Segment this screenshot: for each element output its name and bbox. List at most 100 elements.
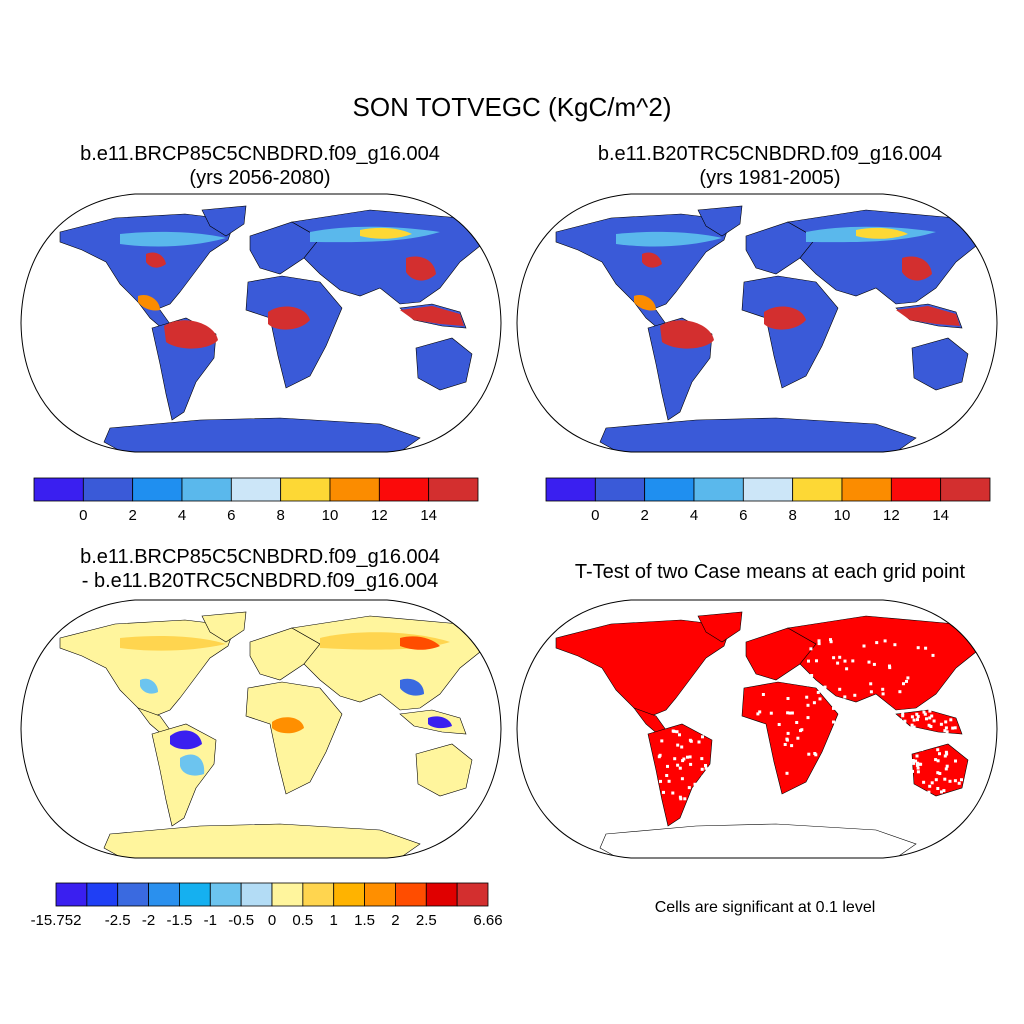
nonsignificant-cell — [823, 784, 827, 788]
nonsignificant-cell — [810, 674, 814, 677]
colorbar-swatch — [240, 882, 273, 907]
nonsignificant-cell — [809, 647, 813, 651]
field-region — [764, 306, 806, 330]
nonsignificant-cell — [790, 711, 794, 715]
nonsignificant-cell — [689, 762, 693, 766]
nonsignificant-cell — [949, 736, 953, 740]
nonsignificant-cell — [806, 716, 810, 720]
landmass-australia — [415, 337, 473, 391]
nonsignificant-cell — [916, 737, 920, 741]
colorbar-tick-label: 2 — [640, 507, 648, 524]
nonsignificant-cell — [954, 759, 957, 763]
colorbar-swatch — [395, 882, 427, 907]
colorbar-tick-label: -1.5 — [167, 912, 193, 929]
nonsignificant-cell — [807, 683, 811, 687]
nonsignificant-cell — [761, 693, 765, 696]
field-region — [634, 294, 656, 311]
colorbar-swatch — [33, 477, 84, 502]
nonsignificant-cell — [943, 754, 947, 758]
colorbar-swatch — [364, 882, 396, 907]
nonsignificant-cell — [678, 766, 682, 770]
panel-2-title-line2: (yrs 1981-2005) — [699, 167, 841, 189]
nonsignificant-cell — [930, 781, 934, 785]
nonsignificant-cell — [883, 639, 887, 643]
colorbar-swatch — [55, 882, 88, 907]
nonsignificant-cell — [795, 721, 799, 724]
nonsignificant-cell — [786, 697, 790, 700]
nonsignificant-cell — [700, 757, 704, 761]
landmass-antarctica — [103, 417, 421, 452]
nonsignificant-cell — [786, 711, 790, 715]
field-region — [642, 252, 662, 268]
nonsignificant-cell — [916, 718, 919, 722]
field-region — [146, 252, 166, 268]
landmass-antarctica — [599, 823, 917, 858]
colorbar-tick-label: -15.752 — [31, 912, 82, 929]
colorbar-tick-label: 1 — [330, 912, 338, 929]
colorbar-tick-label: 0 — [79, 507, 87, 524]
nonsignificant-cell — [843, 659, 847, 663]
colorbar-tick-label: -0.5 — [228, 912, 254, 929]
nonsignificant-cell — [901, 712, 905, 716]
colorbar-swatch — [280, 477, 331, 502]
nonsignificant-cell — [700, 778, 704, 782]
panel-2-title: b.e11.B20TRC5CNBDRD.f09_g16.004 (yrs 198… — [530, 142, 1010, 190]
nonsignificant-cell — [927, 790, 931, 794]
nonsignificant-cell — [756, 712, 760, 716]
map-panel-future — [20, 193, 502, 453]
field-region — [164, 320, 218, 349]
nonsignificant-cell — [701, 775, 705, 779]
nonsignificant-cell — [912, 761, 916, 765]
nonsignificant-cell — [806, 703, 810, 707]
nonsignificant-cell — [928, 709, 932, 713]
nonsignificant-cell — [869, 682, 873, 686]
field-region — [170, 730, 202, 750]
field-region — [400, 306, 464, 326]
nonsignificant-cell — [901, 714, 905, 718]
colorbar-swatch — [148, 882, 180, 907]
nonsignificant-cell — [788, 711, 792, 715]
nonsignificant-cell — [929, 725, 933, 728]
nonsignificant-cell — [912, 725, 916, 729]
landmass-africa — [245, 681, 343, 795]
landmass-greenland — [697, 205, 743, 237]
nonsignificant-cell — [659, 779, 662, 783]
colorbar-swatch — [693, 477, 744, 502]
nonsignificant-cell — [845, 667, 849, 671]
nonsignificant-cell — [932, 719, 936, 723]
colorbar-swatch — [333, 882, 365, 907]
nonsignificant-cell — [936, 787, 940, 790]
nonsignificant-cell — [830, 785, 834, 788]
colorbar-swatch — [378, 477, 430, 502]
map-panel-ttest — [516, 599, 998, 859]
landmass-australia — [911, 743, 969, 797]
colorbar-tick-label: -1 — [204, 912, 217, 929]
colorbar-tick-label: 6.66 — [473, 912, 502, 929]
nonsignificant-cell — [938, 772, 942, 775]
nonsignificant-cell — [675, 730, 679, 734]
colorbar-swatch — [329, 477, 380, 502]
colorbar-tick-label: -2.5 — [105, 912, 131, 929]
landmass-africa — [245, 275, 343, 389]
nonsignificant-cell — [919, 762, 923, 766]
figure-title: SON TOTVEGC (KgC/m^2) — [352, 92, 672, 122]
nonsignificant-cell — [910, 715, 914, 719]
nonsignificant-cell — [924, 646, 928, 650]
nonsignificant-cell — [832, 720, 835, 724]
nonsignificant-cell — [934, 758, 938, 762]
nonsignificant-cell — [697, 740, 701, 744]
nonsignificant-cell — [944, 726, 948, 730]
field-region — [120, 231, 226, 247]
nonsignificant-cell — [916, 766, 920, 770]
nonsignificant-cell — [750, 729, 754, 733]
nonsignificant-cell — [923, 733, 926, 737]
panel-2-title-line1: b.e11.B20TRC5CNBDRD.f09_g16.004 — [597, 143, 943, 165]
field-region — [140, 678, 158, 694]
nonsignificant-cell — [910, 723, 914, 727]
nonsignificant-cell — [881, 687, 885, 691]
colorbar-tick-label: 2 — [391, 912, 399, 929]
colorbar-tick-label: 8 — [788, 507, 796, 524]
nonsignificant-cell — [949, 718, 953, 722]
nonsignificant-cell — [687, 786, 691, 790]
landmass-africa — [741, 275, 839, 389]
